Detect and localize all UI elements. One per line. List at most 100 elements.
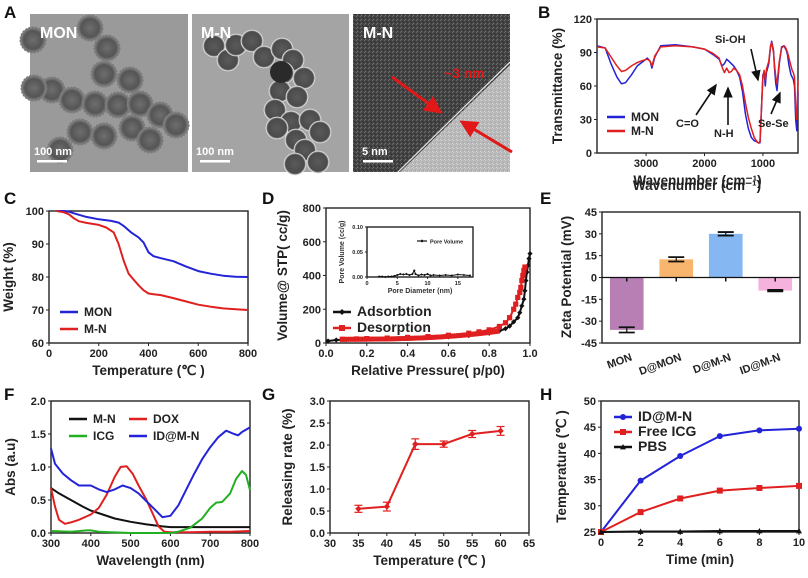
nanoparticle [93, 34, 121, 62]
y-tick-label: 2.5 [310, 418, 325, 430]
data-point-desorption [521, 267, 527, 274]
x-tick-label: 1.0 [522, 348, 537, 360]
y-tick-label: 800 [303, 203, 321, 215]
data-point-desorption [517, 289, 523, 295]
data-point-adsorbtion [333, 337, 339, 343]
red-arrow-icon [391, 75, 443, 114]
legend-label: MON [84, 305, 112, 319]
x-axis-title: Temperature (℃ ) [92, 363, 204, 378]
tem-scale-bar-2 [200, 160, 230, 163]
series-line-icg [50, 470, 251, 534]
y-tick-label: 70 [32, 305, 44, 317]
inset-data-point [450, 274, 454, 277]
y-tick-label: 0 [586, 148, 592, 160]
nanoparticle [66, 118, 94, 146]
data-point-pbs [637, 528, 644, 534]
tem-scale-text-1: 100 nm [34, 146, 72, 158]
x-tick-label: 0.6 [441, 348, 456, 360]
panel-label-c: C [4, 189, 16, 208]
arrow-icon [770, 91, 781, 115]
y-tick-label: 0.0 [31, 528, 46, 540]
data-point-id@m-n [677, 453, 684, 460]
x-axis-title: Pore Diameter (nm) [388, 288, 453, 295]
tem-scale-text-3: 5 nm [362, 146, 388, 158]
legend-label: M-N [84, 322, 107, 336]
data-point-release [355, 505, 362, 512]
x-tick-label: 0.0 [318, 348, 333, 360]
panel-label-b: B [538, 3, 550, 22]
inset-data-point [417, 274, 420, 277]
data-point-desorption [519, 277, 525, 284]
y-axis-title: Weight (%) [1, 242, 16, 312]
x-tick-label: 1000 [751, 158, 775, 170]
data-point-desorption [518, 284, 524, 290]
inset-data-point [402, 273, 405, 276]
y-tick-label: 0 [315, 338, 321, 350]
data-point-desorption [513, 301, 519, 307]
inset-data-point [423, 273, 426, 277]
inset-data-point [389, 275, 393, 278]
tem-particles-mon [19, 14, 190, 164]
red-arrow-icon [459, 120, 513, 154]
y-tick-label: 90 [580, 48, 592, 60]
data-point-adsorbtion [517, 310, 523, 316]
y-tick-label: 60 [580, 81, 592, 93]
inset-data-point [411, 272, 414, 276]
y-tick-label: 15 [585, 251, 597, 263]
series-line-m-n [596, 41, 799, 144]
x-tick-label: 8 [756, 537, 762, 549]
inset-data-point [444, 273, 448, 277]
data-point-free-icg [796, 482, 802, 489]
data-point-adsorbtion [521, 296, 527, 302]
x-tick-label: 10 [425, 281, 431, 287]
data-point-free-icg [716, 487, 723, 494]
data-point-desorption [520, 272, 526, 279]
series-line-release [358, 429, 501, 510]
data-point-release [412, 440, 419, 448]
x-tick-label: 2 [638, 537, 644, 549]
inset-data-point [432, 273, 435, 277]
category-label: MON [606, 352, 634, 372]
legend-marker [620, 429, 626, 435]
data-point-pbs [796, 527, 802, 534]
y-tick-label: 40 [584, 448, 596, 460]
y-axis-title: Releasing rate (%) [280, 408, 295, 525]
legend-label: M-N [631, 124, 654, 138]
category-label: D@M-N [692, 352, 733, 377]
nanoparticle [136, 126, 164, 154]
chart-release: 0.0 0.5 1.0 1.5 2.0 2.5 3.0 30 35 40 45 50 55 60 65 Tem… [280, 396, 535, 568]
data-point-release [497, 427, 504, 435]
data-point-adsorbtion [519, 303, 525, 309]
x-axis-title: Temperature (℃ ) [373, 553, 485, 568]
tem-label-mon: MON [40, 25, 77, 42]
y-axis-title: Zeta Potential (mV) [559, 216, 574, 338]
bar-id@m-n [758, 277, 793, 291]
x-tick-label: 15 [455, 281, 461, 287]
x-tick-label: 0 [46, 348, 52, 360]
y-tick-label: 35 [584, 475, 596, 487]
y-tick-label: 45 [584, 422, 596, 434]
y-tick-label: 90 [32, 239, 44, 251]
x-tick-label: 500 [121, 538, 139, 550]
data-point-desorption [507, 315, 513, 321]
y-tick-label: 80 [32, 272, 44, 284]
y-tick-label: 30 [580, 115, 592, 127]
tem-image-mn-hr: M-N ~3 nm 5 nm [353, 14, 513, 173]
category-label: ID@M-N [738, 352, 782, 378]
x-tick-label: 800 [241, 538, 259, 550]
x-axis-title-b: Wavenumber (cm⁻¹) [633, 178, 761, 193]
y-tick-label: 0.10 [352, 225, 363, 231]
data-point-desorption [502, 320, 509, 326]
data-point-pbs [756, 527, 763, 534]
nanoparticle [308, 120, 332, 144]
inset-legend-marker [420, 239, 424, 243]
y-axis-title: Abs (a.u) [3, 438, 18, 496]
series-line-free-icg [600, 484, 800, 533]
annotation-si-oh: Si-OH [715, 34, 746, 46]
data-point-pbs [598, 529, 604, 535]
data-point-release [468, 430, 476, 438]
plot-frame [600, 400, 800, 533]
data-point-free-icg [637, 509, 644, 516]
nanoparticle [90, 122, 118, 150]
x-tick-label: 600 [189, 348, 207, 360]
